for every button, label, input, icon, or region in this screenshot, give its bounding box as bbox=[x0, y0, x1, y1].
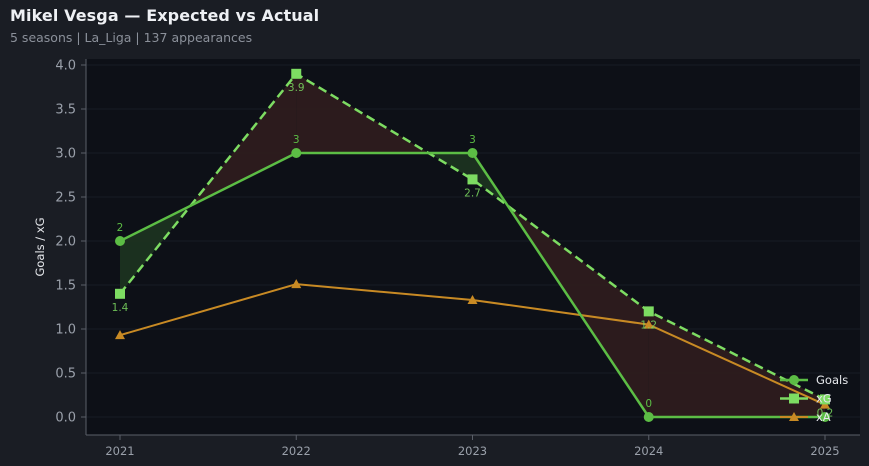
x-tick-label: 2022 bbox=[282, 444, 311, 458]
y-axis-label: Goals / xG bbox=[33, 217, 47, 276]
xg-marker-square bbox=[643, 306, 654, 317]
xg-value-label: 1.2 bbox=[640, 319, 657, 331]
y-tick-label: 2.5 bbox=[55, 191, 76, 206]
y-tick-label: 4.0 bbox=[55, 59, 76, 74]
y-tick-label: 3.0 bbox=[55, 147, 76, 162]
y-tick-label: 1.0 bbox=[55, 323, 76, 338]
goals-value-label: 0 bbox=[645, 398, 652, 410]
xa-marker-triangle bbox=[291, 279, 302, 289]
y-axis-ticks: 0.0 0.5 1.0 1.5 2.0 2.5 3.0 3.5 4.0 bbox=[55, 59, 86, 426]
xg-value-label: 0.2 bbox=[817, 407, 834, 419]
y-tick-label: 0.0 bbox=[55, 411, 76, 426]
x-tick-label: 2023 bbox=[458, 444, 487, 458]
xg-marker-square bbox=[820, 394, 830, 405]
goals-marker-circle bbox=[643, 412, 654, 422]
legend-label: xA bbox=[816, 410, 831, 424]
xg-value-label: 1.4 bbox=[112, 302, 129, 314]
goals-marker-circle bbox=[291, 148, 302, 158]
goals-value-label: 3 bbox=[469, 134, 476, 146]
goals-value-label: 2 bbox=[117, 222, 124, 234]
series-lines bbox=[115, 68, 830, 422]
xa-marker-triangle bbox=[643, 319, 654, 329]
xg-value-label: 2.7 bbox=[464, 187, 481, 199]
legend: Goals xG xA bbox=[780, 373, 848, 424]
xg-value-label: 3.9 bbox=[288, 82, 305, 94]
y-tick-label: 2.0 bbox=[55, 235, 76, 250]
x-tick-label: 2024 bbox=[634, 444, 663, 458]
legend-label: xG bbox=[816, 392, 832, 406]
x-axis-ticks: 2021 2022 2023 2024 2025 bbox=[105, 435, 840, 458]
goals-marker-circle bbox=[467, 148, 478, 158]
x-tick-label: 2021 bbox=[105, 444, 134, 458]
xg-marker-square bbox=[467, 174, 478, 185]
chart-subtitle: 5 seasons | La_Liga | 137 appearances bbox=[10, 30, 253, 45]
y-tick-label: 1.5 bbox=[55, 279, 76, 294]
xg-marker-square bbox=[291, 68, 302, 79]
chart-title: Mikel Vesga — Expected vs Actual bbox=[10, 6, 320, 25]
x-tick-label: 2025 bbox=[810, 444, 839, 458]
y-tick-label: 0.5 bbox=[55, 367, 76, 382]
legend-label: Goals bbox=[816, 373, 848, 387]
goals-marker-circle bbox=[820, 412, 830, 422]
xg-line bbox=[119, 72, 826, 401]
goals-value-label: 3 bbox=[293, 134, 300, 146]
xa-marker-triangle bbox=[467, 294, 478, 304]
xa-marker-triangle bbox=[115, 330, 125, 340]
xg-marker-square bbox=[115, 288, 125, 299]
data-labels: 2 3 3 0 1.4 3.9 2.7 1.2 0.2 bbox=[112, 82, 834, 420]
y-tick-label: 3.5 bbox=[55, 103, 76, 118]
goals-marker-circle bbox=[115, 236, 125, 246]
